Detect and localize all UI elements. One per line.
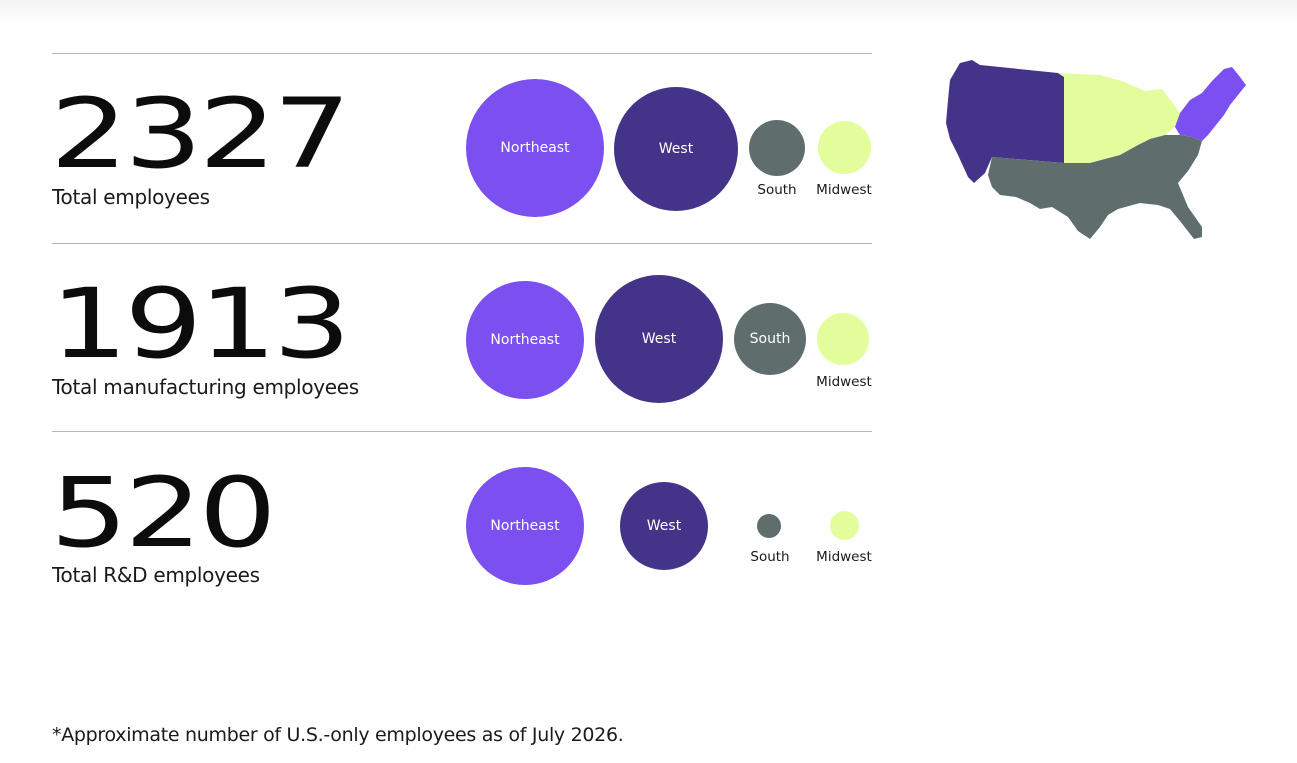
- stat-number: 1913: [50, 268, 351, 380]
- bubble-west: West: [614, 87, 738, 211]
- stat-label: Total R&D employees: [52, 563, 260, 587]
- stat-label: Total manufacturing employees: [52, 375, 359, 399]
- bubble-midwest: [817, 313, 869, 365]
- stat-manufacturing-employees: 1913 Total manufacturing employees North…: [0, 0, 900, 403]
- bubble-label-south: South: [750, 549, 790, 565]
- bubble-south: [757, 514, 781, 538]
- bubble-label-northeast: Northeast: [490, 518, 560, 534]
- bubble-south: [749, 120, 805, 176]
- bubble-label-northeast: Northeast: [500, 140, 570, 156]
- bubble-midwest: [830, 511, 859, 540]
- divider: [52, 53, 872, 54]
- bubble-label-west: West: [658, 141, 694, 157]
- stat-number: 2327: [50, 78, 351, 190]
- bubble-label-midwest: Midwest: [816, 182, 872, 198]
- bubble-west: West: [595, 275, 723, 403]
- stat-rd-employees: 520 Total R&D employees Northeast West S…: [0, 0, 900, 587]
- stat-number: 520: [50, 457, 277, 569]
- bubble-midwest: [818, 121, 871, 174]
- divider: [52, 431, 872, 432]
- map-region-midwest: [1058, 73, 1180, 163]
- bubble-label-west: West: [646, 518, 682, 534]
- bubble-west: West: [620, 482, 708, 570]
- bubble-label-midwest: Midwest: [816, 374, 872, 390]
- bubble-label-west: West: [641, 331, 677, 347]
- top-shadow: [0, 0, 1297, 22]
- map-region-south: [988, 135, 1202, 239]
- stat-total-employees: 2327 Total employees Northeast West Sout…: [0, 0, 900, 217]
- bubble-label-south: South: [757, 182, 797, 198]
- stat-label: Total employees: [52, 185, 210, 209]
- map-region-northeast: [1175, 67, 1246, 141]
- map-region-west: [946, 60, 1064, 183]
- bubble-northeast: Northeast: [466, 467, 584, 585]
- bubble-northeast: Northeast: [466, 79, 604, 217]
- footnote: *Approximate number of U.S.-only employe…: [52, 724, 624, 746]
- bubble-label-south: South: [749, 331, 791, 347]
- bubble-label-northeast: Northeast: [490, 332, 560, 348]
- bubble-south: South: [734, 303, 806, 375]
- bubble-northeast: Northeast: [466, 281, 584, 399]
- us-region-map: [946, 60, 1246, 239]
- divider: [52, 243, 872, 244]
- bubble-label-midwest: Midwest: [816, 549, 872, 565]
